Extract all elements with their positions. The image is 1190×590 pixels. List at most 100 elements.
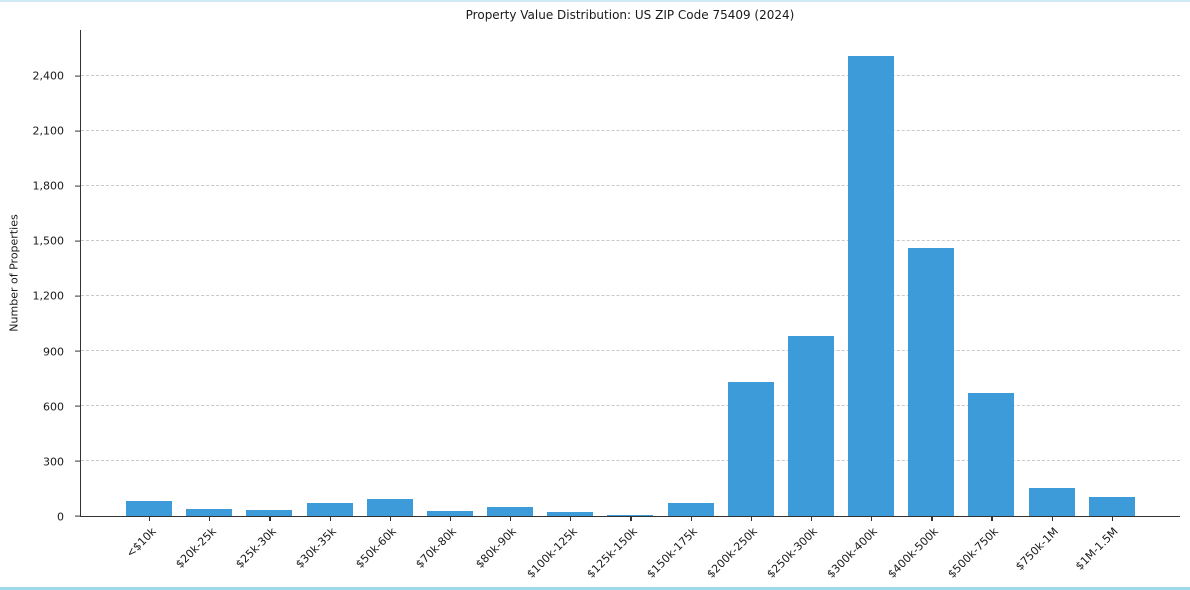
y-tick-mark [75, 295, 80, 297]
bar [727, 382, 774, 516]
x-tick-mark [810, 516, 813, 521]
y-tick-label: 1,500 [32, 234, 65, 248]
y-tick-label: 2,400 [32, 69, 65, 83]
x-tick-label: $250k-300k [764, 525, 821, 581]
x-tick-mark [149, 516, 151, 521]
x-tick-label: $125k-150k [584, 525, 640, 581]
y-tick-mark [75, 130, 80, 132]
bar-slot: $500k-750k [945, 30, 1021, 581]
x-tick-mark [750, 516, 752, 521]
x-tick-label: $500k-750k [945, 525, 1001, 581]
gridline [81, 459, 1180, 461]
y-tick-label: 300 [43, 455, 64, 469]
bar-slot: $200k-250k [704, 30, 781, 581]
x-tick-mark [570, 516, 572, 521]
chart-title: Property Value Distribution: US ZIP Code… [465, 8, 795, 22]
bar [126, 501, 173, 516]
x-tick-label: $100k-125k [523, 525, 580, 581]
x-tick-mark [871, 516, 873, 521]
y-tick-mark [75, 185, 80, 187]
y-tick-label: 1,200 [32, 289, 65, 303]
x-tick-mark [1111, 516, 1114, 521]
x-tick-mark [931, 516, 933, 521]
frame-top-line [0, 0, 1190, 2]
x-tick-mark [510, 516, 512, 521]
gridline [81, 184, 1180, 186]
bar-slot: $100k-125k [524, 30, 600, 581]
y-tick-mark [75, 240, 80, 242]
bar-slot: $150k-175k [644, 30, 721, 581]
x-tick-label: $25k-30k [232, 525, 279, 571]
bar-slot: $50k-60k [353, 30, 420, 571]
bar-slot: $25k-30k [233, 30, 299, 571]
x-tick-mark [329, 516, 331, 521]
x-tick-mark [449, 516, 452, 521]
x-tick-mark [690, 516, 692, 521]
bar-slot: $250k-300k [765, 30, 841, 581]
y-tick-mark [75, 515, 80, 517]
bar-slot: $80k-90k [474, 30, 540, 571]
bar-slot: $400k-500k [885, 30, 961, 581]
x-tick-mark [630, 516, 632, 521]
bar-slot: $20k-25k [173, 30, 239, 571]
bar [547, 512, 594, 516]
bar-slot: $30k-35k [293, 30, 360, 571]
bar-slot: $125k-150k [584, 30, 660, 581]
y-tick-mark [75, 350, 80, 352]
y-tick-mark [75, 75, 80, 77]
gridline [81, 404, 1180, 406]
x-tick-label: $400k-500k [884, 525, 941, 581]
x-tick-mark [1051, 516, 1053, 521]
bar [667, 503, 714, 516]
bar [487, 506, 534, 516]
bar-slot: $750k-1M [1013, 30, 1082, 573]
x-tick-label: $150k-175k [644, 525, 700, 581]
gridline [81, 129, 1180, 131]
x-tick-label: <$10k [123, 525, 159, 561]
y-tick-label: 900 [43, 345, 64, 359]
x-tick-label: $200k-250k [704, 525, 761, 581]
plot-area: <$10k $20k-25k $25k-30k $30k-35k $50k-60k $70… [75, 30, 1180, 581]
y-tick-label: 1,800 [32, 179, 65, 193]
bar [366, 498, 413, 516]
bar [908, 248, 955, 516]
gridline [81, 349, 1180, 351]
bar [607, 515, 654, 516]
bar [848, 55, 895, 516]
bar [1028, 487, 1075, 516]
gridline [81, 239, 1180, 241]
y-tick-label: 600 [43, 400, 64, 414]
x-tick-mark [209, 516, 211, 521]
gridline [81, 294, 1180, 296]
x-tick-label: $20k-25k [172, 525, 219, 571]
x-tick-mark [269, 516, 271, 521]
x-tick-label: $70k-80k [413, 525, 460, 571]
x-tick-label: $80k-90k [473, 525, 520, 571]
bar [426, 510, 473, 516]
x-tick-label: $1M-1.5M [1073, 525, 1122, 573]
bar-slot: $1M-1.5M [1073, 30, 1142, 573]
y-tick-label: 2,100 [32, 124, 65, 138]
x-tick-label: $30k-35k [293, 525, 339, 571]
x-tick-label: $50k-60k [353, 525, 399, 571]
bar [306, 503, 353, 516]
gridline [81, 74, 1180, 76]
y-tick-labels: 0 300 600 900 1,200 1,500 1,800 2,100 2,400 [0, 30, 72, 523]
bar [186, 508, 233, 516]
x-tick-label: $300k-400k [824, 525, 881, 581]
bar [787, 336, 834, 516]
bars-layer: <$10k $20k-25k $25k-30k $30k-35k $50k-60k $70… [81, 30, 1180, 581]
x-tick-mark [991, 516, 993, 521]
frame-bottom-line [0, 587, 1190, 590]
bar [968, 393, 1015, 516]
y-tick-mark [75, 460, 80, 462]
bar-slot: <$10k [119, 30, 179, 560]
y-tick-label: 0 [57, 510, 64, 524]
bar [246, 509, 293, 516]
bar-slot: $70k-80k [413, 30, 480, 571]
bar [1088, 496, 1135, 516]
x-tick-label: $750k-1M [1012, 525, 1061, 573]
x-tick-mark [389, 516, 391, 521]
bar-slot: $300k-400k [825, 30, 901, 581]
